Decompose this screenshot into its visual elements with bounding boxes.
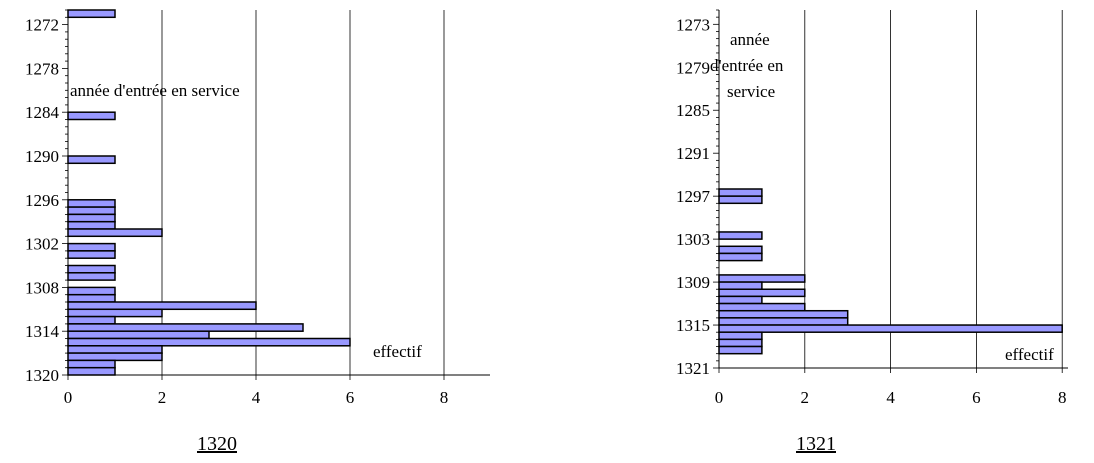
y-tick-label: 1297 <box>676 187 711 206</box>
y-tick-label: 1291 <box>676 144 710 163</box>
bar <box>67 330 210 340</box>
bar <box>67 111 116 121</box>
x-tick-label: 0 <box>64 388 73 407</box>
bar <box>718 324 1063 333</box>
bar <box>67 352 163 362</box>
y-tick-label: 1296 <box>25 191 59 210</box>
bar <box>718 295 763 305</box>
y-axis-label: année <box>730 30 770 49</box>
y-tick-label: 1272 <box>25 16 59 35</box>
bar <box>67 272 116 281</box>
bar <box>718 274 806 283</box>
bar <box>718 317 849 326</box>
y-tick-label: 1285 <box>676 101 710 120</box>
bar <box>718 302 806 312</box>
bar <box>718 281 763 290</box>
chart-1320: 1272 1278 1284 1290 1296 1302 1308 1314 1320 0 2 4 6… <box>25 9 490 407</box>
bar <box>67 199 116 208</box>
bar <box>67 308 163 318</box>
y-tick-label: 1284 <box>25 103 60 122</box>
y-tick-label: 1314 <box>25 322 60 341</box>
y-tick-label: 1290 <box>25 147 59 166</box>
bar <box>67 9 116 19</box>
y-axis-label: d'entrée en <box>710 56 784 75</box>
bar <box>67 301 257 311</box>
bar <box>67 213 116 223</box>
y-tick-label: 1308 <box>25 278 59 297</box>
chart-1321-caption: 1321 <box>796 433 836 455</box>
x-tick-label: 2 <box>158 388 167 407</box>
bar <box>67 323 304 332</box>
bar <box>67 220 116 230</box>
chart-1320-caption: 1320 <box>197 433 237 455</box>
bar <box>67 359 116 369</box>
y-tick-label: 1302 <box>25 235 59 254</box>
bar <box>718 309 849 319</box>
bar <box>718 338 763 348</box>
y-tick-label: 1321 <box>676 359 710 378</box>
x-tick-label: 6 <box>972 388 981 407</box>
bar <box>718 331 763 341</box>
x-tick-label: 4 <box>252 388 261 407</box>
bar <box>67 206 116 216</box>
bar <box>67 286 116 296</box>
bar <box>67 250 116 259</box>
bar <box>718 345 763 355</box>
bar <box>718 288 806 298</box>
y-tick-label: 1278 <box>25 59 59 78</box>
y-tick-label: 1320 <box>25 366 59 385</box>
bar <box>67 228 163 238</box>
bar <box>67 155 116 165</box>
bar <box>67 315 116 325</box>
bar <box>718 245 763 255</box>
x-tick-label: 4 <box>886 388 895 407</box>
chart-1321: 1273 1279 1285 1291 1297 1303 1309 1315 1321 0 2 4 6… <box>676 9 1068 407</box>
bar <box>67 242 116 252</box>
bar <box>67 293 116 303</box>
bar <box>67 345 163 354</box>
y-tick-label: 1273 <box>676 15 710 34</box>
bar <box>718 231 763 240</box>
y-tick-label: 1279 <box>676 58 710 77</box>
bar <box>67 337 351 347</box>
x-tick-label: 8 <box>440 388 449 407</box>
x-tick-label: 8 <box>1058 388 1067 407</box>
bar <box>67 366 116 376</box>
bar <box>718 252 763 262</box>
bar <box>67 264 116 274</box>
y-tick-label: 1309 <box>676 273 710 292</box>
x-axis-label: effectif <box>373 342 422 361</box>
x-tick-label: 0 <box>715 388 724 407</box>
x-axis-label: effectif <box>1005 345 1054 364</box>
bar <box>718 188 763 197</box>
x-tick-label: 2 <box>801 388 810 407</box>
bar <box>718 195 763 205</box>
y-tick-label: 1315 <box>676 316 710 335</box>
y-axis-label: année d'entrée en service <box>70 81 240 100</box>
y-tick-label: 1303 <box>676 230 710 249</box>
x-tick-label: 6 <box>346 388 355 407</box>
y-axis-label: service <box>727 82 775 101</box>
